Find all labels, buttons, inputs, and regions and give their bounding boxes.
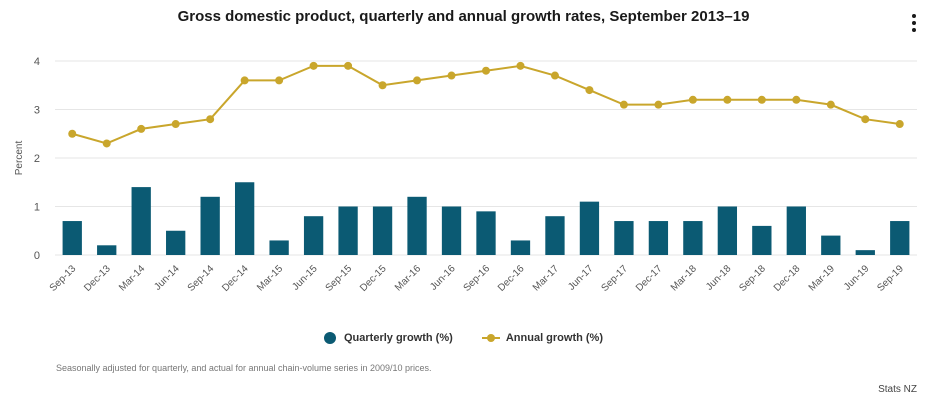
more-vertical-icon-dot bbox=[912, 28, 916, 32]
x-tick-label: Sep-18 bbox=[737, 263, 768, 294]
legend-item-quarterly[interactable]: Quarterly growth (%) bbox=[323, 332, 453, 344]
x-tick-label: Dec-13 bbox=[82, 263, 113, 294]
x-tick-label: Jun-16 bbox=[428, 263, 458, 293]
x-tick-label: Dec-14 bbox=[220, 263, 251, 294]
point-annual-growth bbox=[619, 100, 628, 109]
y-tick-label: 4 bbox=[34, 56, 40, 68]
bar-quarterly-growth bbox=[510, 240, 531, 255]
x-tick-label: Dec-18 bbox=[772, 263, 803, 294]
point-annual-growth bbox=[550, 71, 559, 80]
line-annual-growth bbox=[71, 64, 900, 145]
x-tick-label: Mar-19 bbox=[807, 263, 837, 293]
bar-quarterly-growth bbox=[821, 235, 841, 255]
x-tick-label: Dec-16 bbox=[496, 263, 527, 294]
chart-menu-button[interactable] bbox=[906, 12, 922, 34]
point-annual-growth bbox=[516, 61, 525, 70]
point-annual-growth bbox=[585, 86, 594, 95]
x-tick-label: Sep-17 bbox=[599, 263, 630, 294]
chart-title: Gross domestic product, quarterly and an… bbox=[177, 8, 750, 25]
point-annual-growth bbox=[378, 81, 387, 90]
point-annual-growth bbox=[309, 61, 318, 70]
y-tick-label: 0 bbox=[34, 250, 40, 262]
bar-quarterly-growth bbox=[683, 221, 703, 255]
legend-swatch-quarterly bbox=[323, 332, 336, 344]
point-annual-growth bbox=[275, 76, 284, 85]
point-annual-growth bbox=[826, 100, 835, 109]
bar-quarterly-growth bbox=[614, 221, 634, 255]
more-vertical-icon-dot bbox=[912, 21, 916, 25]
point-annual-growth bbox=[757, 95, 766, 104]
x-tick-label: Mar-17 bbox=[531, 263, 561, 293]
bar-quarterly-growth bbox=[131, 187, 151, 255]
y-tick-label: 1 bbox=[34, 202, 40, 214]
bar-quarterly-growth bbox=[62, 221, 82, 255]
x-tick-label: Mar-16 bbox=[393, 263, 423, 293]
legend-label-quarterly: Quarterly growth (%) bbox=[343, 332, 453, 344]
x-tick-label: Sep-13 bbox=[48, 263, 79, 294]
point-annual-growth bbox=[206, 115, 215, 124]
chart-legend: Quarterly growth (%) Annual growth (%) bbox=[0, 332, 927, 347]
bar-quarterly-growth bbox=[338, 206, 358, 255]
y-tick-label: 3 bbox=[34, 105, 40, 117]
bar-quarterly-growth bbox=[476, 211, 496, 255]
point-annual-growth bbox=[688, 95, 697, 104]
x-tick-label: Mar-18 bbox=[669, 263, 699, 293]
point-annual-growth bbox=[654, 100, 663, 109]
x-tick-label: Jun-14 bbox=[152, 263, 182, 293]
legend-item-annual[interactable]: Annual growth (%) bbox=[481, 332, 603, 344]
point-annual-growth bbox=[861, 115, 870, 124]
legend-label-annual: Annual growth (%) bbox=[505, 332, 603, 344]
bar-quarterly-growth bbox=[200, 196, 220, 255]
x-tick-label: Mar-15 bbox=[255, 263, 285, 293]
x-tick-label: Jun-17 bbox=[566, 263, 596, 293]
point-annual-growth bbox=[137, 124, 146, 133]
point-annual-growth bbox=[482, 66, 490, 75]
x-tick-label: Mar-14 bbox=[117, 263, 147, 293]
bar-quarterly-growth bbox=[752, 225, 772, 255]
bar-quarterly-growth bbox=[786, 206, 806, 255]
point-annual-growth bbox=[240, 76, 249, 85]
y-axis-label: Percent bbox=[14, 141, 25, 176]
legend-swatch-annual-dot bbox=[486, 334, 495, 342]
bar-quarterly-growth bbox=[890, 221, 910, 255]
bar-quarterly-growth bbox=[648, 221, 669, 255]
bar-quarterly-growth bbox=[407, 196, 427, 255]
x-tick-label: Dec-15 bbox=[358, 263, 389, 294]
point-annual-growth bbox=[792, 95, 801, 104]
bar-quarterly-growth bbox=[855, 250, 875, 255]
bar-quarterly-growth bbox=[303, 216, 324, 255]
bar-quarterly-growth bbox=[234, 182, 255, 255]
point-annual-growth bbox=[171, 120, 180, 129]
bar-quarterly-growth bbox=[166, 230, 186, 255]
x-tick-label: Jun-15 bbox=[290, 263, 320, 293]
x-tick-label: Dec-17 bbox=[634, 263, 665, 294]
bar-quarterly-growth bbox=[441, 206, 462, 255]
point-annual-growth bbox=[344, 61, 353, 70]
bar-quarterly-growth bbox=[372, 206, 393, 255]
point-annual-growth bbox=[68, 129, 77, 138]
x-tick-label: Sep-19 bbox=[875, 263, 906, 294]
bar-quarterly-growth bbox=[97, 245, 117, 255]
chart-credit: Stats NZ bbox=[878, 384, 917, 395]
y-tick-label: 2 bbox=[34, 153, 40, 165]
point-annual-growth bbox=[413, 76, 422, 85]
point-annual-growth bbox=[102, 139, 111, 148]
point-annual-growth bbox=[447, 71, 456, 80]
chart-footnote: Seasonally adjusted for quarterly, and a… bbox=[56, 363, 432, 373]
legend-swatch-annual bbox=[481, 332, 500, 344]
x-tick-label: Sep-16 bbox=[462, 263, 493, 294]
bar-quarterly-growth bbox=[545, 216, 565, 255]
bar-quarterly-growth bbox=[717, 206, 738, 255]
x-tick-label: Sep-14 bbox=[186, 263, 217, 294]
x-tick-label: Jun-19 bbox=[842, 263, 872, 293]
bar-quarterly-growth bbox=[579, 201, 600, 255]
x-tick-label: Sep-15 bbox=[324, 263, 355, 294]
point-annual-growth bbox=[723, 95, 732, 104]
x-tick-label: Jun-18 bbox=[704, 263, 734, 293]
more-vertical-icon bbox=[912, 14, 916, 18]
bar-quarterly-growth bbox=[269, 240, 289, 255]
point-annual-growth bbox=[895, 120, 904, 129]
